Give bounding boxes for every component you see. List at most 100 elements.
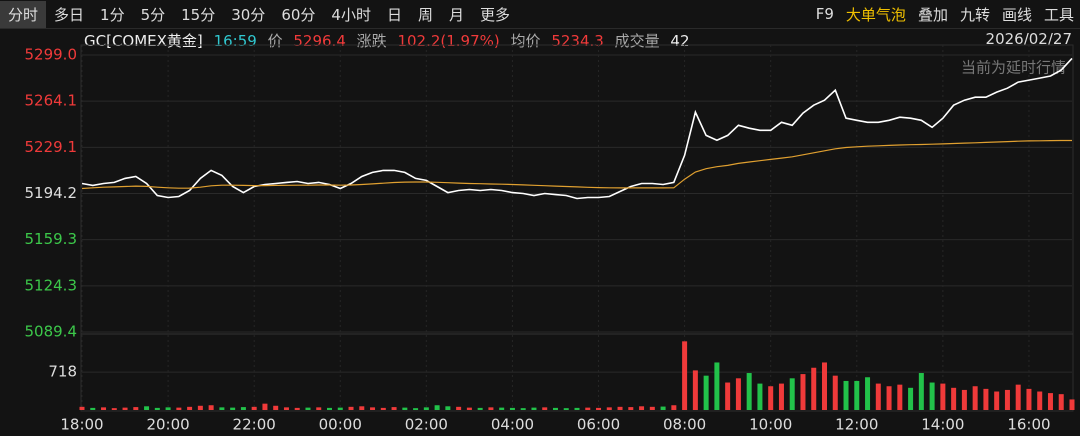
y-tick-label: 5089.4	[25, 323, 78, 341]
x-tick-label: 04:00	[491, 416, 534, 434]
volume-bar	[499, 407, 505, 410]
period-tab[interactable]: 1分	[100, 5, 125, 24]
volume-bar	[348, 406, 354, 410]
volume-bar	[552, 407, 558, 410]
volume-bar	[639, 406, 645, 410]
annotation: 当前为延时行情	[961, 59, 1066, 77]
volume-bar	[391, 407, 397, 410]
volume-bar	[380, 407, 386, 410]
volume-bar	[101, 407, 107, 410]
volume-bar	[725, 382, 731, 410]
volume-bar	[294, 407, 300, 410]
volume-bar	[230, 407, 236, 410]
tool-button[interactable]: 叠加	[917, 5, 948, 24]
volume-bar	[832, 375, 838, 410]
x-tick-label: 16:00	[1007, 416, 1050, 434]
volume-bar	[359, 406, 365, 410]
tool-button[interactable]: 工具	[1043, 5, 1074, 24]
volume-bar	[1015, 384, 1021, 410]
volume-bar	[327, 407, 332, 410]
volume-bar	[316, 407, 322, 410]
volume-bar	[789, 378, 795, 410]
volume-bar	[111, 408, 117, 410]
volume-bar	[283, 407, 289, 410]
x-tick-label: 02:00	[405, 416, 448, 434]
volume-bar	[133, 407, 139, 410]
volume-bar	[692, 370, 698, 410]
volume-bar	[122, 407, 128, 410]
period-tab[interactable]: 多日	[54, 5, 85, 24]
x-tick-label: 20:00	[146, 416, 189, 434]
volume-bar	[176, 407, 182, 410]
volume-bar	[606, 407, 612, 410]
volume-bar	[961, 389, 967, 410]
volume-bar	[714, 362, 720, 410]
volume-bar	[262, 403, 268, 410]
volume-bar	[1004, 389, 1010, 410]
volume-bar	[822, 362, 827, 410]
period-tab[interactable]: 月	[448, 5, 464, 24]
period-tab[interactable]: 15分	[181, 5, 216, 24]
volume-bar	[918, 373, 924, 410]
tool-button[interactable]: 画线	[1001, 5, 1032, 24]
volume-bar	[337, 407, 343, 410]
toolbar: 分时 多日 1分 5分 15分 30分 60分 4小时日周月更多 F9 大单气泡 叠加 九转 画线 工具	[0, 0, 1080, 29]
volume-bar	[1047, 393, 1053, 410]
volume-bar	[682, 341, 688, 410]
volume-bar	[434, 405, 440, 410]
period-tab[interactable]: 日	[386, 5, 402, 24]
date: 2026/02/27	[985, 30, 1072, 48]
tool-group: F9 大单气泡 叠加 九转 画线 工具	[810, 0, 1080, 28]
period-tab[interactable]: 4小时	[331, 5, 371, 24]
volume-bar	[509, 407, 515, 410]
x-tick-label: 18:00	[60, 416, 103, 434]
volume-bar	[908, 387, 914, 410]
volume-bar	[897, 384, 903, 410]
volume-bar	[488, 407, 494, 410]
volume-bar	[154, 407, 160, 410]
x-tick-label: 10:00	[749, 416, 792, 434]
period-tab[interactable]: 5分	[140, 5, 166, 24]
volume-bar	[1037, 391, 1043, 410]
tool-button[interactable]: 九转	[959, 5, 990, 24]
x-tick-label: 12:00	[835, 416, 878, 434]
volume-bar	[402, 407, 408, 410]
volume-bar	[445, 406, 451, 410]
x-tick-label: 06:00	[577, 416, 620, 434]
volume-bar	[854, 380, 860, 410]
volume-bar	[585, 407, 591, 410]
period-tab[interactable]: 60分	[281, 5, 316, 24]
period-tab[interactable]: 30分	[231, 5, 266, 24]
volume-bar	[466, 407, 472, 410]
volume-bar	[951, 387, 957, 410]
volume-bar	[574, 407, 580, 410]
tool-button[interactable]: F9	[815, 5, 834, 23]
period-tab[interactable]: 周	[417, 5, 433, 24]
tool-button[interactable]: 大单气泡	[845, 5, 906, 24]
volume-bar	[972, 386, 978, 410]
volume-bar	[413, 408, 419, 410]
volume-bar	[628, 407, 634, 410]
y-tick-label: 5124.3	[25, 276, 78, 294]
volume-bar	[746, 373, 752, 410]
volume-bar	[251, 406, 257, 410]
volume-bar	[1069, 399, 1075, 410]
period-tab[interactable]: 分时	[0, 0, 47, 28]
y-tick-label: 5229.1	[25, 138, 78, 156]
price-line	[81, 57, 1073, 200]
volume-bar	[940, 383, 946, 410]
volume-bar	[843, 380, 849, 410]
volume-bar	[542, 407, 548, 410]
volume-bar	[929, 382, 935, 410]
volume-bar	[208, 405, 214, 410]
y-tick-label: 5194.2	[25, 184, 78, 202]
period-tab[interactable]: 更多	[480, 5, 511, 24]
volume-bar	[456, 406, 462, 410]
volume-bar	[768, 386, 774, 410]
volume-bar	[800, 374, 806, 410]
volume-bar	[531, 407, 537, 410]
price-line	[81, 139, 1072, 190]
volume-bar	[617, 406, 623, 410]
